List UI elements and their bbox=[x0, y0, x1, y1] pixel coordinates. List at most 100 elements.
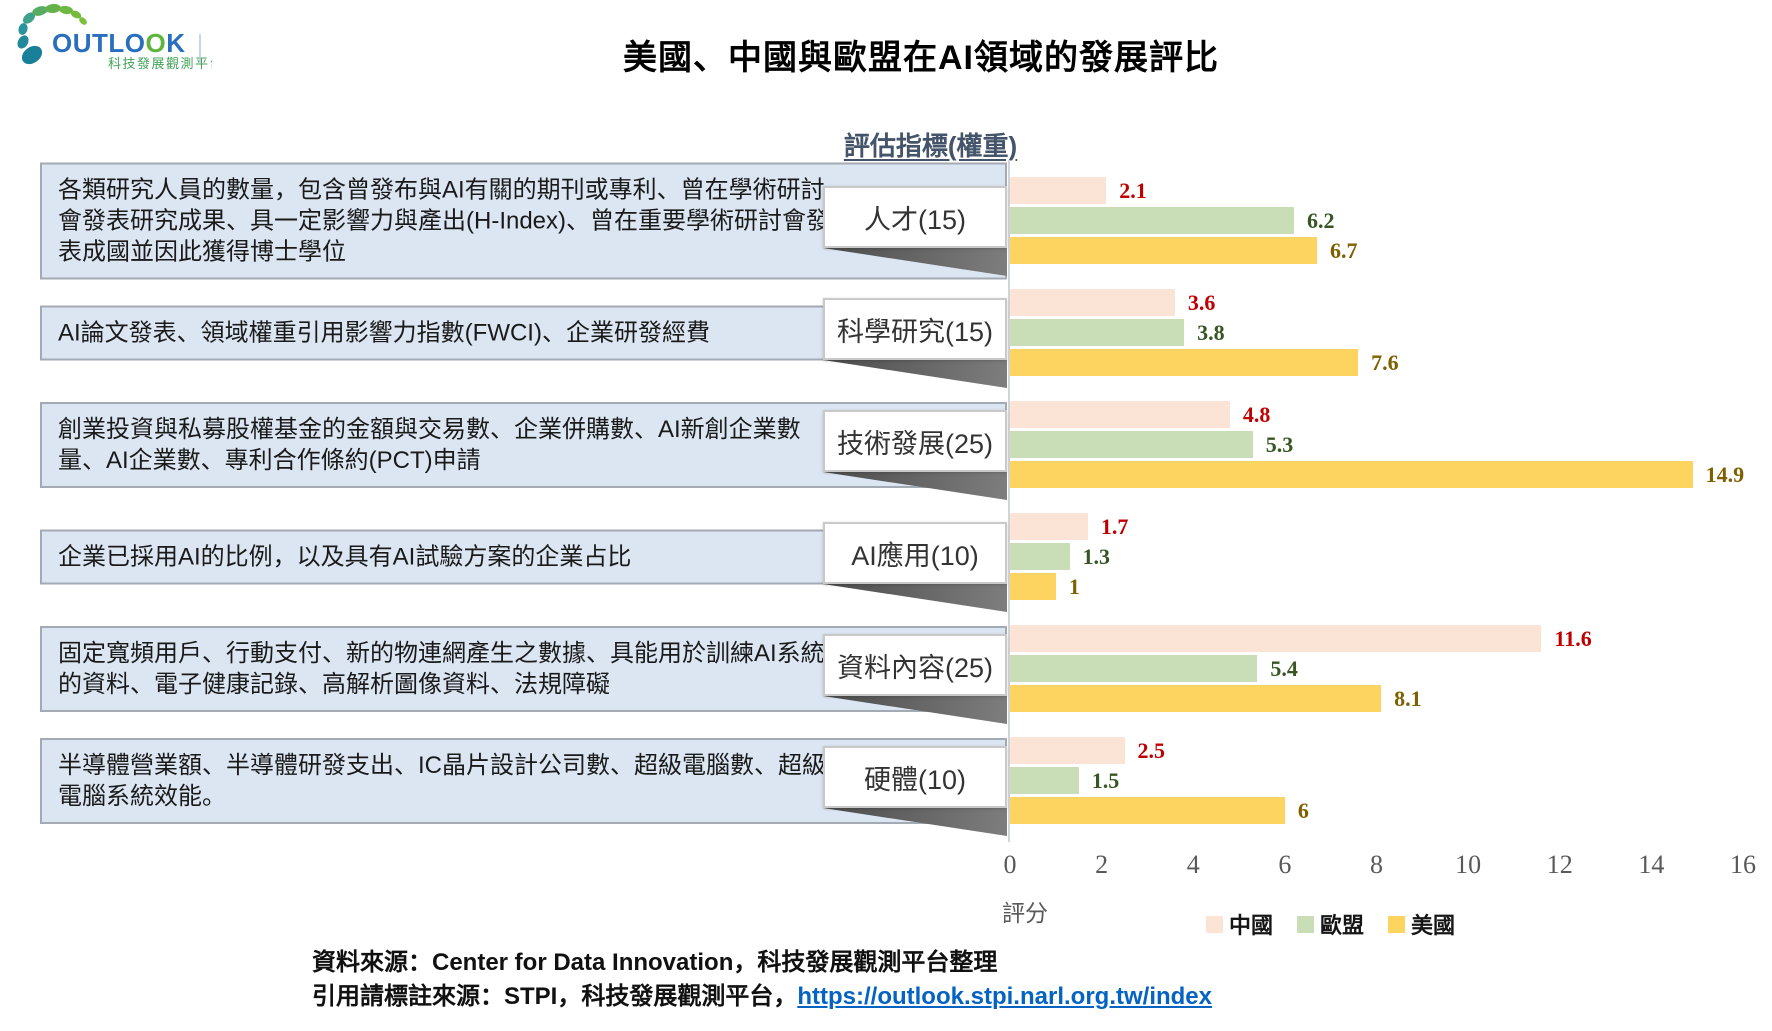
bar-row: 3.6 bbox=[1010, 289, 1743, 316]
bar-美國 bbox=[1010, 349, 1359, 376]
bar-美國 bbox=[1010, 797, 1285, 824]
bar-value-label: 3.8 bbox=[1197, 319, 1225, 345]
y-axis-line bbox=[1008, 160, 1010, 842]
legend-item-歐盟: 歐盟 bbox=[1297, 908, 1364, 940]
bar-row: 14.9 bbox=[1010, 461, 1745, 488]
bar-value-label: 6.2 bbox=[1307, 207, 1335, 233]
x-axis-tick: 10 bbox=[1455, 850, 1482, 879]
category-label: AI應用(10) bbox=[851, 540, 979, 571]
bar-value-label: 7.6 bbox=[1371, 349, 1399, 375]
logo-brand-1: OUTLO bbox=[52, 28, 146, 58]
bar-value-label: 14.9 bbox=[1705, 461, 1745, 487]
category-label: 科學研究(15) bbox=[836, 316, 993, 347]
category-label-box: 技術發展(25) bbox=[823, 410, 1007, 472]
category-label-shadow bbox=[823, 360, 1007, 388]
bar-row: 6 bbox=[1010, 797, 1743, 824]
source-line1: 資料來源：Center for Data Innovation，科技發展觀測平台… bbox=[312, 949, 998, 976]
bar-歐盟 bbox=[1010, 319, 1185, 346]
category-label-shadow bbox=[823, 584, 1007, 612]
category-bars: 3.6 3.8 7.6 bbox=[1010, 289, 1743, 377]
bar-中國 bbox=[1010, 177, 1107, 204]
legend-label: 中國 bbox=[1229, 913, 1274, 938]
outlook-logo: OUTLOOK 科技發展觀測平台 bbox=[12, 3, 223, 77]
category-description: AI論文發表、領域權重引用影響力指數(FWCI)、企業研發經費 bbox=[58, 319, 710, 347]
bar-row: 2.1 bbox=[1010, 177, 1743, 204]
legend-item-美國: 美國 bbox=[1388, 908, 1455, 940]
bar-value-label: 2.1 bbox=[1119, 177, 1147, 203]
bar-value-label: 11.6 bbox=[1554, 625, 1592, 651]
logo-brand-3: K bbox=[166, 28, 185, 58]
bar-value-label: 1.3 bbox=[1082, 543, 1111, 569]
bar-歐盟 bbox=[1010, 767, 1079, 794]
bar-value-label: 1.7 bbox=[1100, 513, 1129, 539]
category-row: 半導體營業額、半導體研發支出、IC晶片設計公司數、超級電腦數、超級電腦系統效能。… bbox=[40, 737, 1743, 836]
x-axis-tick: 2 bbox=[1095, 850, 1109, 879]
legend-swatch-icon bbox=[1206, 915, 1223, 933]
category-bars: 2.5 1.5 6 bbox=[1010, 737, 1743, 825]
bar-歐盟 bbox=[1010, 655, 1258, 682]
x-axis-tick: 14 bbox=[1638, 850, 1665, 879]
category-row: 創業投資與私募股權基金的金額與交易數、企業併購數、AI新創企業數量、AI企業數、… bbox=[40, 401, 1745, 500]
bar-歐盟 bbox=[1010, 431, 1253, 458]
x-axis-tick: 4 bbox=[1186, 850, 1200, 879]
bar-中國 bbox=[1010, 737, 1125, 764]
legend-label: 美國 bbox=[1411, 913, 1456, 938]
bar-中國 bbox=[1010, 625, 1542, 652]
bar-中國 bbox=[1010, 289, 1175, 316]
category-bars: 1.7 1.3 1 bbox=[1010, 513, 1743, 601]
x-axis-tick: 12 bbox=[1546, 850, 1573, 879]
bar-美國 bbox=[1010, 237, 1317, 264]
category-label-box: 科學研究(15) bbox=[823, 298, 1007, 360]
category-label: 人才(15) bbox=[863, 204, 966, 235]
category-row: 企業已採用AI的比例，以及具有AI試驗方案的企業占比 AI應用(10) 1.7 1… bbox=[40, 513, 1743, 612]
category-label-box: AI應用(10) bbox=[823, 522, 1007, 584]
bar-value-label: 5.3 bbox=[1265, 431, 1294, 457]
source-line2: 引用請標註來源：STPI，科技發展觀測平台，https://outlook.st… bbox=[312, 980, 1212, 1014]
bar-row: 1.3 bbox=[1010, 543, 1743, 570]
bar-value-label: 6.7 bbox=[1329, 237, 1358, 263]
bar-row: 7.6 bbox=[1010, 349, 1743, 376]
x-axis-tick: 8 bbox=[1370, 850, 1383, 879]
category-label: 技術發展(25) bbox=[836, 428, 993, 459]
bar-歐盟 bbox=[1010, 207, 1295, 234]
category-label-box: 人才(15) bbox=[823, 186, 1007, 248]
bar-美國 bbox=[1010, 685, 1382, 712]
bar-value-label: 4.8 bbox=[1242, 401, 1271, 427]
category-description: 半導體營業額、半導體研發支出、IC晶片設計公司數、超級電腦數、超級電腦系統效能。 bbox=[58, 752, 826, 810]
bar-value-label: 6 bbox=[1297, 797, 1309, 823]
source-note: 資料來源：Center for Data Innovation，科技發展觀測平台… bbox=[312, 946, 1212, 1014]
category-description: 企業已採用AI的比例，以及具有AI試驗方案的企業占比 bbox=[58, 543, 632, 571]
outlook-logo-swirl-icon: OUTLOOK 科技發展觀測平台 bbox=[17, 3, 223, 71]
logo-subtitle: 科技發展觀測平台 bbox=[108, 56, 212, 71]
indicator-column-header: 評估指標(權重) bbox=[843, 131, 1018, 161]
x-axis-tick: 0 bbox=[1003, 850, 1017, 879]
source-link[interactable]: https://outlook.stpi.narl.org.tw/index bbox=[797, 983, 1212, 1010]
bar-row: 5.4 bbox=[1010, 655, 1743, 682]
bar-row: 5.3 bbox=[1010, 431, 1743, 458]
bar-中國 bbox=[1010, 513, 1088, 540]
x-axis-tick: 16 bbox=[1730, 850, 1756, 879]
bar-row: 1 bbox=[1010, 573, 1743, 600]
legend-swatch-icon bbox=[1297, 915, 1315, 933]
category-bars: 11.6 5.4 8.1 bbox=[1010, 625, 1743, 713]
category-label: 硬體(10) bbox=[863, 764, 966, 795]
page-title: 美國、中國與歐盟在AI領域的發展評比 bbox=[623, 39, 1219, 77]
source-line2-prefix: 引用請標註來源：STPI，科技發展觀測平台， bbox=[312, 983, 798, 1010]
logo-brand-2: O bbox=[146, 28, 167, 58]
x-axis-label: 評分 bbox=[1002, 900, 1048, 926]
category-bars: 2.1 6.2 6.7 bbox=[1010, 177, 1743, 265]
bar-row: 11.6 bbox=[1010, 625, 1743, 652]
x-axis-tick: 6 bbox=[1278, 850, 1292, 879]
svg-text:OUTLOOK: OUTLOOK bbox=[52, 28, 186, 58]
legend-label: 歐盟 bbox=[1320, 913, 1365, 938]
bar-value-label: 1.5 bbox=[1091, 767, 1120, 793]
bar-value-label: 5.4 bbox=[1270, 655, 1298, 681]
bar-中國 bbox=[1010, 401, 1230, 428]
bar-row: 4.8 bbox=[1010, 401, 1743, 428]
legend-item-中國: 中國 bbox=[1206, 908, 1273, 940]
bar-美國 bbox=[1010, 461, 1693, 488]
category-label-box: 資料內容(25) bbox=[823, 634, 1007, 696]
category-description: 創業投資與私募股權基金的金額與交易數、企業併購數、AI新創企業數量、AI企業數、… bbox=[58, 416, 801, 474]
category-row: 各類研究人員的數量，包含曾發布與AI有關的期刊或專利、曾在學術研討會發表研究成果… bbox=[40, 162, 1743, 280]
